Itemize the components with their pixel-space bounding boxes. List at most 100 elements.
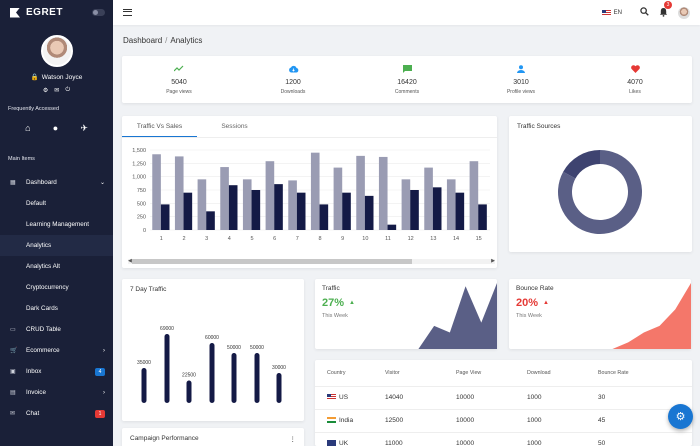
sidebar-item-chat[interactable]: ✉ Chat 1 [0,403,113,424]
tab-sessions[interactable]: Sessions [221,123,248,130]
language-selector[interactable]: EN [601,9,622,16]
data-label: 35000 [137,360,151,366]
arrow-up-icon: ▲ [543,300,549,306]
topbar-avatar[interactable] [678,6,690,19]
lock-icon: 🔒 [30,74,39,81]
breadcrumb-current: Analytics [170,36,203,45]
sidebar-item-invoice[interactable]: ▤ Invoice › [0,382,113,403]
sidebar-item-ecommerce[interactable]: 🛒 Ecommerce › [0,340,113,361]
bar [228,185,238,230]
bar [197,179,207,230]
country-cell: India [315,409,385,433]
x-tick-label: 9 [341,236,344,242]
y-tick-label: 1,000 [132,175,146,181]
y-tick-label: 500 [137,201,146,207]
bar [310,152,320,230]
bar [174,156,184,230]
user-name: Watson Joyce [41,73,83,81]
page-view-cell: 10000 [456,432,527,446]
bar [387,224,397,230]
stat-label: Profile views [506,89,536,95]
home-icon[interactable]: ⌂ [25,123,31,133]
col-visitor: Visitor [385,360,456,387]
flight-icon[interactable]: ✈ [80,123,88,133]
stat-profile-views: 3010 Profile views [464,56,578,103]
sidebar-item-cryptocurrency[interactable]: Cryptocurrency [0,277,113,298]
x-tick-label: 2 [182,236,185,242]
traffic-mini-value-row: 27% ▲ [315,292,497,309]
settings-fab[interactable]: ⚙ [668,404,693,429]
more-vert-icon[interactable]: ⋮ [289,436,297,443]
data-label: 50000 [250,345,264,351]
seven-day-bar-chart: 35000 69000 22500 60000 50000 50000 30000 [137,326,286,403]
sidebar-item-analytics-alt[interactable]: Analytics Alt [0,256,113,277]
user-profile: 🔒 Watson Joyce ⚙ ✉ ⏻ [0,25,113,94]
mail-icon[interactable]: ✉ [54,88,60,94]
bar [220,167,229,230]
chevron-right-icon: › [103,347,105,354]
country-table: Country Visitor Page View Download Bounc… [315,360,692,446]
bar [186,380,192,403]
x-tick-label: 8 [318,236,321,242]
scroll-left-icon[interactable]: ◀ [128,258,132,264]
visitor-cell: 12500 [385,409,456,433]
sidebar-toggle[interactable] [92,9,105,16]
country-name: UK [339,440,349,446]
chart-scrollbar[interactable]: ◀ ▶ [128,258,495,264]
sidebar-nav: ▦ Dashboard ⌄ Default Learning Managemen… [0,172,113,424]
col-country: Country [315,360,385,387]
col-bounce-rate: Bounce Rate [598,360,692,387]
table-icon: ▭ [10,327,16,333]
sidebar-item-dashboard[interactable]: ▦ Dashboard ⌄ [0,172,113,193]
menu-icon[interactable] [123,9,132,16]
dashboard-icon: ▦ [10,180,16,186]
traffic-chart-card: Traffic Vs Sales Sessions 0 250 500 750 1,00… [122,116,497,268]
notification-bell-icon[interactable]: 3 [659,0,672,19]
india-flag-icon [327,417,336,424]
sidebar-item-default[interactable]: Default [0,193,113,214]
stat-value: 5040 [171,79,187,86]
stat-label: Page views [166,89,192,95]
scroll-right-icon[interactable]: ▶ [491,258,495,264]
stat-likes: 4070 Likes [578,56,692,103]
sidebar-item-label: Default [26,200,46,207]
cart-icon: 🛒 [10,348,18,354]
user-name-row[interactable]: 🔒 Watson Joyce [0,73,113,82]
uk-flag-icon [327,440,336,446]
country-name: US [339,394,349,401]
bar [152,154,161,230]
traffic-sources-donut [558,150,642,234]
donut-slice [563,150,600,179]
x-tick-label: 5 [250,236,253,242]
campaign-performance-card: Campaign Performance ⋮ [122,428,304,446]
visitor-cell: 11000 [385,432,456,446]
x-tick-label: 4 [228,236,231,242]
stat-label: Comments [394,89,420,95]
bounce-mini-value: 20% [516,297,539,309]
sidebar-item-inbox[interactable]: ▣ Inbox 4 [0,361,113,382]
scrollbar-thumb[interactable] [132,259,412,264]
sidebar-item-learning-management[interactable]: Learning Management [0,214,113,235]
chat-icon: ✉ [10,411,16,417]
bar [276,373,282,403]
settings-icon[interactable]: ⚙ [42,88,49,94]
traffic-sources-card: Traffic Sources [509,116,692,252]
tab-traffic-vs-sales[interactable]: Traffic Vs Sales [122,116,197,137]
bar [251,190,261,230]
bar [469,161,479,230]
traffic-mini-title: Traffic [322,285,340,292]
bar [356,155,365,230]
sidebar-item-dark-cards[interactable]: Dark Cards [0,298,113,319]
person-icon[interactable]: ● [52,123,59,133]
sidebar-item-label: Learning Management [26,221,90,228]
sidebar-item-crud-table[interactable]: ▭ CRUD Table [0,319,113,340]
stats-card: 5040 Page views 1200 Downloads 16420 Com… [122,56,692,103]
sidebar-item-analytics[interactable]: Analytics [0,235,113,256]
breadcrumb-root[interactable]: Dashboard [123,36,163,45]
download-cell: 1000 [527,409,598,433]
table-row: India 12500 10000 1000 45 [315,409,692,433]
search-icon[interactable] [640,7,649,18]
person-icon [464,65,578,75]
brand: EGRET [0,0,113,25]
logout-icon[interactable]: ⏻ [65,87,71,93]
